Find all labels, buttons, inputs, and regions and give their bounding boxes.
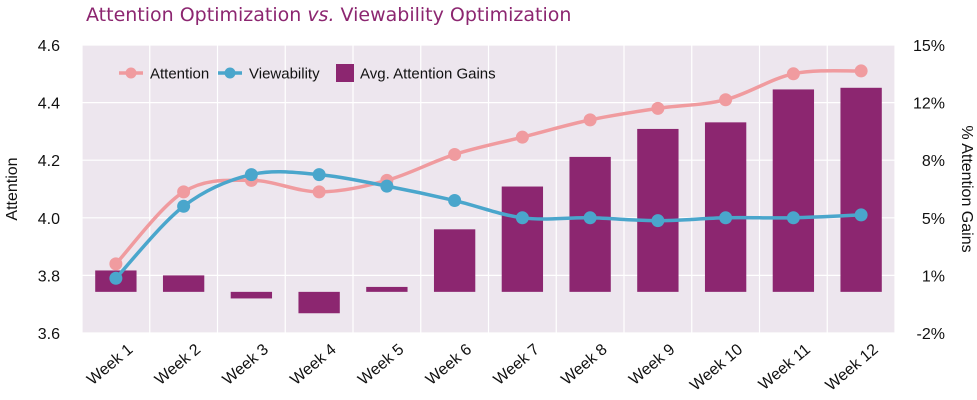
viewability-point-7 bbox=[515, 211, 529, 225]
attention-point-11 bbox=[786, 67, 800, 81]
chart-title-part-1: Attention Optimization bbox=[86, 4, 307, 26]
attention-point-10 bbox=[719, 93, 733, 107]
x-tick-label: Week 4 bbox=[287, 341, 339, 389]
viewability-point-6 bbox=[448, 194, 462, 208]
left-tick-label: 4.6 bbox=[38, 38, 60, 55]
x-tick-label: Week 1 bbox=[84, 341, 136, 389]
legend-avg-attention-gains-label: Avg. Attention Gains bbox=[360, 66, 496, 83]
x-tick-label: Week 8 bbox=[558, 341, 610, 389]
y-axis-right-label: % Attention Gains bbox=[958, 125, 975, 252]
viewability-point-1 bbox=[109, 271, 123, 285]
bar-12 bbox=[840, 87, 882, 292]
viewability-point-3 bbox=[244, 168, 258, 182]
x-axis-ticks: Week 1 Week 2 Week 3 Week 4 Week 5 Week 6 Week… bbox=[84, 341, 882, 394]
left-tick-label: 3.8 bbox=[38, 268, 60, 285]
right-tick-label: 1% bbox=[922, 268, 945, 285]
left-axis-ticks: 3.6 3.8 4.0 4.2 4.4 4.6 bbox=[38, 38, 60, 343]
bar-3 bbox=[230, 291, 273, 299]
attention-point-8 bbox=[583, 113, 597, 127]
bar-9 bbox=[637, 128, 679, 292]
x-tick-label: Week 2 bbox=[152, 341, 204, 389]
right-tick-label: 15% bbox=[913, 38, 945, 55]
bar-10 bbox=[704, 122, 747, 292]
viewability-point-4 bbox=[312, 168, 326, 182]
viewability-point-8 bbox=[583, 211, 597, 225]
line-series bbox=[109, 64, 868, 285]
x-tick-label: Week 10 bbox=[687, 341, 746, 394]
viewability-point-5 bbox=[380, 179, 394, 193]
viewability-point-9 bbox=[651, 214, 665, 228]
attention-point-2 bbox=[177, 185, 191, 199]
legend-avg-attention-gains-swatch bbox=[336, 64, 354, 82]
bar-8 bbox=[569, 156, 611, 292]
legend: Attention Viewability Avg. Attention Gains bbox=[119, 64, 496, 83]
legend-viewability-marker bbox=[224, 67, 236, 79]
bar-2 bbox=[162, 275, 205, 292]
bar-series bbox=[95, 87, 882, 314]
right-tick-label: 5% bbox=[922, 211, 945, 228]
x-tick-label: Week 3 bbox=[220, 341, 272, 389]
bar-4 bbox=[298, 291, 340, 314]
right-tick-label: -2% bbox=[917, 326, 945, 343]
x-tick-label: Week 7 bbox=[491, 341, 543, 389]
right-tick-label: 8% bbox=[922, 153, 945, 170]
chart-title: Attention Optimization vs. Viewability O… bbox=[86, 4, 571, 26]
x-tick-label: Week 12 bbox=[823, 341, 882, 394]
attention-point-7 bbox=[515, 130, 529, 144]
bar-7 bbox=[501, 186, 544, 292]
legend-attention-marker bbox=[125, 67, 137, 79]
attention-point-1 bbox=[109, 257, 123, 271]
x-tick-label: Week 6 bbox=[423, 341, 475, 389]
right-axis-ticks: -2% 1% 5% 8% 12% 15% bbox=[913, 38, 945, 343]
attention-point-4 bbox=[312, 185, 326, 199]
bar-11 bbox=[772, 89, 815, 292]
viewability-point-12 bbox=[854, 208, 868, 222]
right-tick-label: 12% bbox=[913, 96, 945, 113]
left-tick-label: 4.0 bbox=[38, 211, 60, 228]
left-tick-label: 3.6 bbox=[38, 326, 60, 343]
left-tick-label: 4.2 bbox=[38, 153, 60, 170]
bar-5 bbox=[366, 286, 408, 292]
chart-title-part-2: vs. bbox=[307, 4, 334, 26]
x-tick-label: Week 11 bbox=[756, 341, 814, 394]
x-tick-label: Week 5 bbox=[355, 341, 407, 389]
chart-title-part-3: Viewability Optimization bbox=[335, 4, 572, 26]
left-tick-label: 4.4 bbox=[38, 96, 60, 113]
viewability-point-2 bbox=[177, 199, 191, 213]
y-axis-left-label: Attention bbox=[4, 157, 21, 220]
attention-point-9 bbox=[651, 101, 665, 115]
bar-6 bbox=[433, 229, 476, 292]
legend-attention-label: Attention bbox=[150, 66, 209, 83]
viewability-point-11 bbox=[786, 211, 800, 225]
viewability-point-10 bbox=[719, 211, 733, 225]
legend-viewability-label: Viewability bbox=[249, 66, 320, 83]
attention-point-12 bbox=[854, 64, 868, 78]
x-tick-label: Week 9 bbox=[626, 341, 678, 389]
attention-point-6 bbox=[448, 147, 462, 161]
